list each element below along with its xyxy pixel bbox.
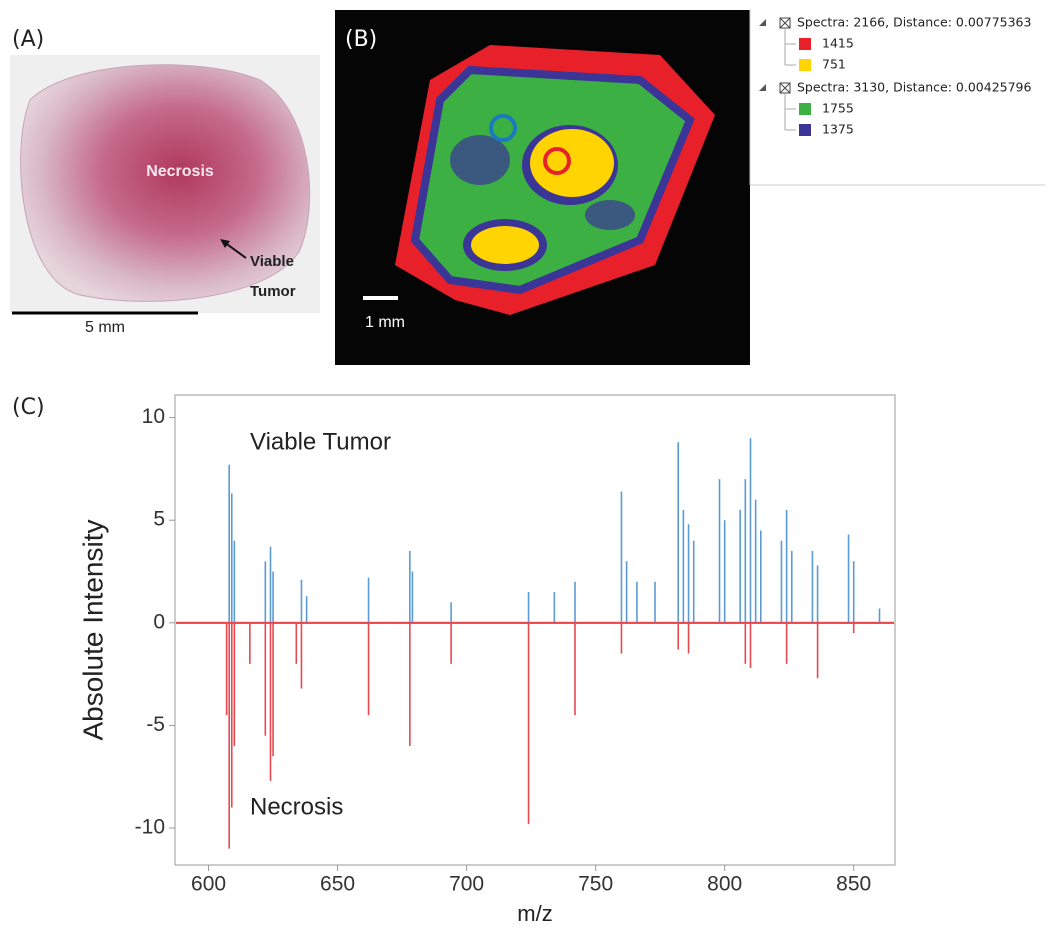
annotation: Necrosis [146, 163, 214, 180]
roi-circle [489, 114, 517, 142]
check-box [779, 82, 791, 94]
x-axis-label: m/z [517, 901, 552, 926]
map-region [585, 200, 635, 230]
map-region [530, 129, 614, 197]
map-region [471, 226, 539, 264]
series-label: Viable Tumor [250, 428, 391, 455]
x-tick-label: 800 [707, 873, 742, 896]
scale-label: 5 mm [85, 319, 125, 336]
scale-label: 1 mm [365, 314, 405, 331]
check-box [779, 17, 791, 29]
roi-circle [543, 147, 571, 175]
y-axis-label: Absolute Intensity [77, 519, 108, 740]
legend-swatch [799, 124, 811, 136]
tree: Spectra: 2166, Distance: 0.00775363 1415 7… [759, 15, 1032, 137]
arrow [223, 241, 247, 259]
panel-label: (A) [12, 27, 44, 52]
y-tick-label: -10 [135, 816, 165, 839]
tree-node: Spectra: 3130, Distance: 0.00425796 [797, 80, 1032, 95]
panel-label: (C) [12, 395, 45, 420]
chart: -10 -5 0 5 10 600 650 700 750 800 850 m/z Absolute I… [77, 394, 896, 926]
tree-leaf: 751 [822, 57, 846, 72]
tree-leaf: 1755 [822, 101, 854, 116]
legend-swatch [799, 38, 811, 50]
tree-leaf: 1375 [822, 122, 854, 137]
tree-leaf: 1415 [822, 36, 854, 51]
plot-frame [174, 394, 896, 866]
check-x [779, 17, 791, 29]
annotation: Tumor [250, 283, 296, 300]
map-region [450, 135, 510, 185]
x-tick-label: 750 [578, 873, 613, 896]
panel-label: (B) [345, 27, 377, 52]
annotation: Viable [250, 253, 294, 270]
check-x [779, 82, 791, 94]
expander [759, 84, 766, 91]
series-label: Necrosis [250, 793, 343, 820]
y-tick-label: -5 [146, 713, 165, 736]
y-tick-label: 0 [153, 610, 165, 633]
legend-swatch [799, 59, 811, 71]
tissue [20, 64, 311, 302]
x-tick-label: 700 [449, 873, 484, 896]
arrow-head [220, 239, 230, 248]
x-tick-label: 850 [836, 873, 871, 896]
x-tick-label: 650 [320, 873, 355, 896]
y-tick-label: 5 [153, 508, 165, 531]
tree-node: Spectra: 2166, Distance: 0.00775363 [797, 15, 1031, 30]
y-tick-label: 10 [142, 405, 165, 428]
legend-swatch [799, 103, 811, 115]
x-tick-label: 600 [191, 873, 226, 896]
expander [759, 19, 766, 26]
